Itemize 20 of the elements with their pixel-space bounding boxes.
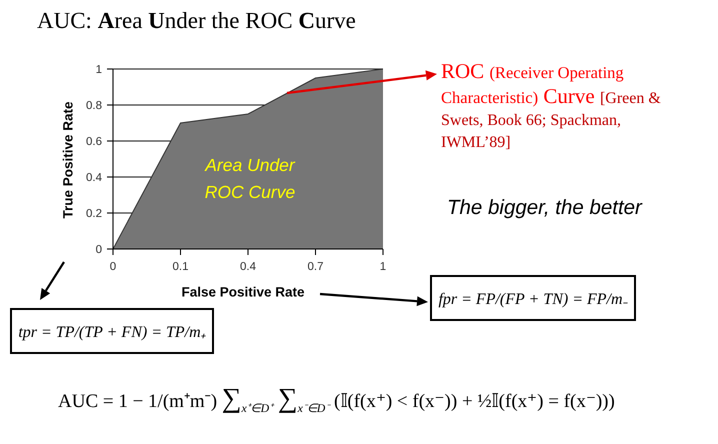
y-tick-label: 0.2 <box>86 208 102 220</box>
y-tick-label: 0.4 <box>86 172 103 184</box>
x-tick-label: 0.4 <box>240 261 257 274</box>
y-tick-label: 1 <box>96 64 102 76</box>
text: ROC (Receiver Operating Characteristic) Curve [Green & Swets, Book 66; Spackman, IWML’89] <box>441 59 661 151</box>
text: AUC = 1 − 1/(m⁺m⁻) ∑$_{x⁺∈D⁺}$ ∑$_{x⁻∈D⁻}$ (𝕀(f(x⁺) < f(x⁻)) + ½𝕀(f(x⁺) = f(x⁻))) <box>58 382 615 415</box>
x-tick-label: 0 <box>110 261 116 274</box>
y-tick-label: 0 <box>96 244 102 256</box>
y-tick-label: 0.8 <box>86 100 102 112</box>
x-axis-title: False Positive Rate <box>181 284 305 300</box>
chart-title: AUC: Area Under the ROC Curve <box>37 8 356 33</box>
x-tick-label: 0.7 <box>308 261 324 274</box>
text: tpr = TP/(TP + FN) = TP/m₊ <box>18 324 206 341</box>
x-tick-label: 1 <box>380 261 386 274</box>
y-tick-label: 0.6 <box>86 136 102 148</box>
annotation: Area Under ROC Curve <box>204 154 296 204</box>
text: fpr = FP/(FP + TN) = FP/m₋ <box>438 291 628 308</box>
text: The bigger, the better <box>447 196 642 220</box>
y-axis-title: True Positive Rate <box>60 101 76 219</box>
x-tick-label: 0.1 <box>172 261 188 274</box>
